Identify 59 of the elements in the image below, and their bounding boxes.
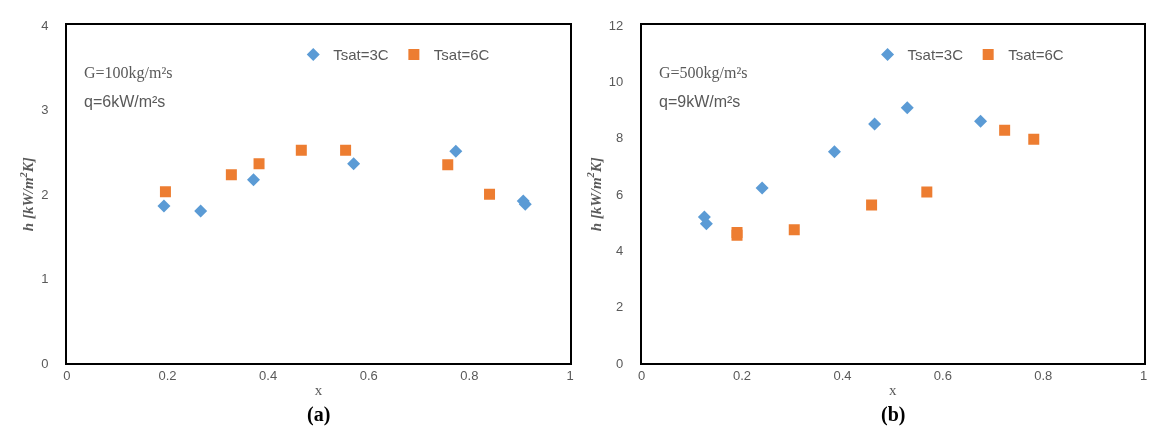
point (699, 217, 713, 231)
x-tick-label: 0.8 (460, 368, 479, 384)
text: (b) (881, 403, 906, 426)
point (788, 224, 800, 236)
point (340, 144, 352, 156)
annotation: G=100kg/m²s (84, 64, 173, 82)
x-tick-label: 0.4 (259, 368, 278, 384)
x-tick-label: 0.2 (158, 368, 177, 384)
x-tick-label: 0.2 (733, 368, 752, 384)
x-tick-label: 0.4 (833, 368, 852, 384)
x-tick-label: 1 (1140, 368, 1148, 384)
y-tick-label: 6 (616, 186, 624, 202)
point (442, 159, 454, 171)
y-tick-label: 4 (616, 243, 624, 259)
point (827, 145, 841, 159)
point (347, 157, 361, 171)
point (295, 144, 307, 156)
point (484, 188, 496, 200)
y-tick-label: 2 (41, 186, 49, 202)
y-tick-label: 0 (616, 355, 624, 371)
y-tick-label: 1 (41, 271, 49, 287)
y-tick-label: 3 (41, 102, 49, 118)
x-axis-title: x (314, 381, 323, 398)
point (866, 199, 878, 211)
x-tick-label: 0.8 (1034, 368, 1053, 384)
point (157, 199, 171, 213)
annotation: G=500kg/m²s (659, 64, 748, 82)
y-tick-label: 8 (616, 130, 624, 146)
x-tick-label: 0.6 (359, 368, 378, 384)
point (921, 186, 933, 198)
annotation: q=9kW/m²s (659, 93, 741, 110)
x-axis-title: x (888, 381, 897, 398)
point (194, 204, 208, 218)
point (247, 173, 261, 187)
x-tick-label: 1 (566, 368, 574, 384)
point (1028, 133, 1040, 145)
annotation: q=6kW/m²s (84, 93, 166, 110)
text: (a) (307, 403, 331, 426)
point (900, 101, 914, 115)
point (974, 114, 988, 128)
legend-label: Tsat=6C (1008, 46, 1064, 64)
point (449, 144, 463, 158)
y-tick-label: 10 (608, 74, 624, 90)
x-tick-label: 0.6 (933, 368, 952, 384)
point (755, 181, 769, 195)
point (225, 169, 237, 181)
legend-label: Tsat=3C (907, 46, 964, 64)
legend-label: Tsat=6C (433, 46, 490, 64)
point (868, 117, 882, 131)
y-tick-label: 4 (41, 17, 49, 33)
y-tick-label: 12 (608, 17, 624, 33)
legend-label: Tsat=3C (333, 46, 389, 64)
x-tick-label: 0 (638, 368, 646, 384)
point (159, 186, 171, 198)
point (999, 124, 1011, 136)
y-tick-label: 0 (41, 355, 49, 371)
y-tick-label: 2 (616, 299, 624, 315)
point (253, 158, 265, 170)
x-tick-label: 0 (63, 368, 71, 384)
